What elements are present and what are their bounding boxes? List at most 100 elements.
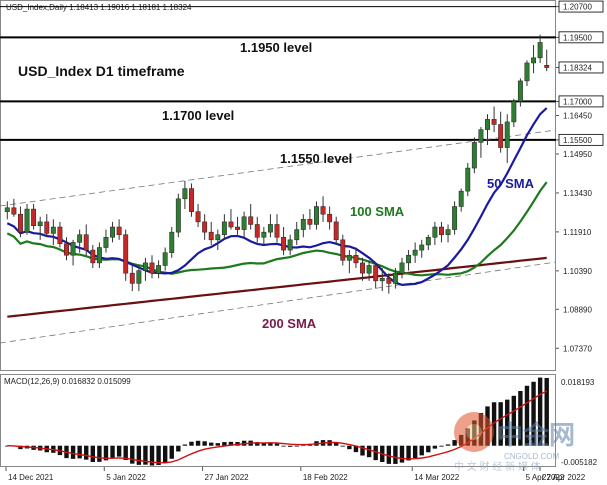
macd-bar (274, 443, 280, 446)
price-axis-area (556, 0, 607, 485)
candle-body (123, 234, 129, 274)
candle-body (215, 234, 221, 241)
candle-body (83, 234, 89, 251)
macd-bar (209, 442, 214, 446)
candle-body (452, 206, 458, 230)
level-label-1170: 1.1700 level (162, 108, 234, 123)
macd-bar (340, 445, 345, 447)
price-tick-label: 1.17000 (563, 97, 592, 106)
price-tick-label: 1.14950 (563, 150, 592, 159)
macd-bar (149, 445, 155, 466)
macd-bar (518, 390, 523, 446)
candle-body (202, 221, 208, 233)
macd-bar (281, 445, 286, 447)
candle-body (419, 244, 425, 251)
price-tick-label: 1.20700 (563, 3, 592, 12)
candle-body (116, 226, 122, 235)
macd-bar (452, 440, 457, 446)
macd-bar (116, 445, 122, 457)
watermark-tagline: 中 文 财 经 新 媒 体 (454, 460, 541, 473)
candle-body (485, 119, 490, 130)
candle-body (4, 207, 10, 212)
candle-body (346, 254, 352, 261)
candle-body (77, 234, 83, 243)
macd-bar (123, 445, 128, 460)
candle-body (379, 278, 385, 282)
macd-bar (498, 402, 503, 446)
macd-bar (222, 442, 227, 446)
candle-body (524, 62, 530, 82)
macd-bar (156, 445, 161, 466)
macd-bar (373, 445, 378, 461)
macd-bar (406, 445, 411, 461)
candle-body (300, 219, 306, 230)
macd-tick-top: 0.018193 (561, 378, 595, 387)
macd-tick-bottom: -0.005182 (561, 458, 598, 467)
macd-bar (537, 377, 543, 446)
price-tick-label: 1.10390 (563, 267, 592, 276)
time-tick-label: 27 Apr 2022 (542, 473, 586, 482)
candle-body (478, 129, 484, 143)
macd-label: MACD(12,26,9) 0.016832 0.015099 (4, 377, 131, 386)
chart-title: USD_Index D1 timeframe (18, 63, 185, 79)
candle-body (261, 231, 267, 238)
macd-bar (393, 445, 398, 464)
candle-body (531, 57, 537, 64)
macd-bar (70, 445, 76, 459)
candle-body (360, 262, 365, 274)
candle-body (432, 226, 438, 238)
price-tick-label: 1.13430 (563, 189, 592, 198)
candle-body (287, 239, 293, 251)
price-tag (558, 95, 604, 108)
macd-bar (399, 445, 405, 463)
candle-body (235, 226, 240, 230)
price-tag (558, 0, 604, 13)
candle-body (50, 226, 56, 234)
price-tick-label: 1.15500 (563, 136, 592, 145)
candle-body (373, 265, 379, 282)
level-label-1155: 1.1550 level (280, 151, 352, 166)
candle-body (248, 216, 254, 225)
macd-bar (90, 445, 96, 462)
candle-body (425, 237, 431, 246)
macd-bar (491, 402, 497, 446)
candle-body (333, 221, 339, 241)
time-tick-label: 14 Mar 2022 (414, 473, 459, 482)
candle-body (31, 208, 37, 226)
price-tag (558, 61, 604, 74)
candle-body (314, 206, 319, 225)
macd-bar (334, 442, 339, 446)
candle-body (44, 221, 50, 234)
candle-body (221, 221, 227, 235)
candle-body (57, 226, 63, 244)
candle-body (465, 167, 471, 192)
sma100-label: 100 SMA (350, 204, 405, 219)
candle-body (169, 231, 175, 253)
macd-bar (84, 445, 89, 460)
candle-body (136, 270, 142, 284)
macd-bar (445, 444, 451, 446)
macd-bar (169, 445, 174, 459)
candles-group (4, 34, 550, 294)
candle-body (458, 190, 464, 207)
sma50-label: 50 SMA (487, 176, 535, 191)
sma200-line (7, 256, 547, 318)
macd-bar (268, 442, 273, 446)
candle-body (96, 247, 102, 264)
price-tag (558, 133, 604, 146)
macd-bar (439, 445, 444, 447)
macd-bar (366, 445, 372, 458)
macd-bar (511, 395, 517, 446)
macd-bar (202, 441, 207, 446)
candle-body (399, 262, 405, 274)
candle-body (182, 188, 188, 200)
macd-bar (77, 445, 82, 459)
candle-body (241, 216, 247, 230)
price-tick-label: 1.11910 (563, 228, 592, 237)
macd-bar (432, 445, 438, 449)
price-axis: 1.20700 1.19500 1.18324 1.17000 1.16450 1.155… (556, 0, 604, 353)
candle-body (17, 213, 23, 233)
candle-body (254, 224, 260, 238)
macd-bar (347, 445, 352, 450)
